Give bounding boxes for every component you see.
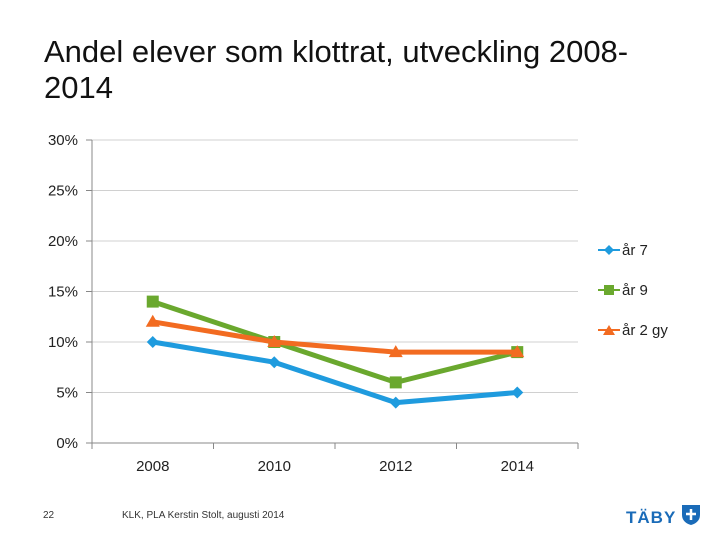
data-point-series-2 — [389, 376, 402, 389]
x-tick-label: 2012 — [379, 458, 412, 475]
legend-label: år 2 gy — [622, 321, 668, 339]
taby-shield-icon — [681, 504, 701, 531]
series-line-3 — [152, 319, 518, 355]
data-point-series-3 — [267, 335, 282, 347]
legend-label: år 7 — [622, 241, 648, 259]
page-number: 22 — [43, 510, 55, 521]
legend-swatch — [598, 245, 620, 255]
series-line-2 — [151, 299, 518, 385]
data-point-series-1 — [389, 396, 402, 409]
x-tick-label: 2008 — [136, 458, 169, 475]
y-tick-label: 15% — [48, 284, 78, 301]
legend-item: år 2 gy — [598, 310, 708, 350]
data-point-series-2 — [146, 295, 159, 308]
chart-legend: år 7 år 9 år 2 gy — [598, 230, 708, 350]
y-tick-label: 5% — [56, 385, 78, 402]
taby-logo: TÄBY — [626, 504, 701, 531]
legend-item: år 7 — [598, 230, 708, 270]
legend-label: år 9 — [622, 281, 648, 299]
legend-swatch — [598, 325, 620, 335]
data-point-series-3 — [510, 345, 525, 358]
data-point-series-1 — [268, 356, 281, 369]
legend-item: år 9 — [598, 270, 708, 310]
footer-credit: KLK, PLA Kerstin Stolt, augusti 2014 — [122, 510, 285, 521]
y-tick-label: 0% — [56, 435, 78, 452]
y-tick-label: 20% — [48, 233, 78, 250]
legend-swatch — [598, 285, 620, 295]
data-point-series-3 — [388, 345, 403, 358]
y-tick-label: 10% — [48, 334, 78, 351]
data-point-series-3 — [145, 314, 160, 327]
series-line-1 — [152, 339, 518, 406]
y-tick-label: 30% — [48, 132, 78, 149]
x-tick-label: 2014 — [501, 458, 534, 475]
data-point-series-1 — [511, 386, 524, 399]
x-tick-label: 2010 — [258, 458, 291, 475]
y-tick-label: 25% — [48, 183, 78, 200]
data-point-series-1 — [146, 336, 159, 348]
logo-text: TÄBY — [626, 507, 677, 527]
slide-title: Andel elever som klottrat, utveckling 20… — [44, 34, 629, 105]
